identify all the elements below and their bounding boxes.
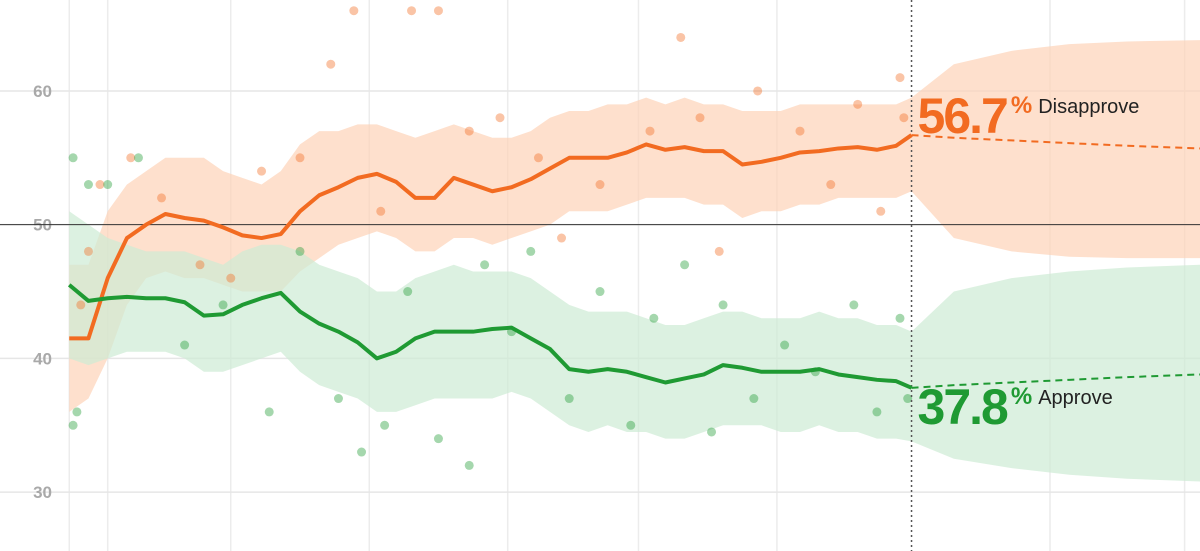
poll-dot — [795, 126, 805, 136]
current-value: 37.8 — [918, 379, 1009, 435]
poll-dot — [218, 300, 228, 310]
poll-dot — [495, 113, 505, 123]
poll-dot — [718, 300, 728, 310]
poll-dot — [749, 394, 759, 404]
poll-dot — [403, 287, 413, 297]
confidence-band — [69, 97, 912, 412]
poll-dot — [480, 260, 490, 270]
current-value: 56.7 — [918, 88, 1008, 144]
poll-dot — [380, 420, 390, 430]
poll-dot — [180, 340, 190, 350]
poll-dot — [407, 6, 417, 16]
poll-dot — [626, 420, 636, 430]
poll-dot — [264, 407, 274, 417]
poll-dot — [899, 113, 909, 123]
poll-dot — [714, 246, 724, 256]
poll-dot — [895, 313, 905, 323]
y-tick-label: 60 — [33, 82, 52, 101]
poll-dot — [872, 407, 882, 417]
trend-line — [69, 133, 913, 341]
confidence-band — [69, 211, 912, 442]
poll-dot — [780, 340, 790, 350]
poll-dot — [876, 206, 886, 216]
poll-dot — [676, 32, 686, 42]
poll-dot — [595, 180, 605, 190]
poll-dot — [68, 153, 78, 163]
poll-dot — [126, 153, 136, 163]
poll-dot — [83, 180, 93, 190]
poll-dot — [295, 153, 305, 163]
y-tick-label: 40 — [33, 349, 52, 368]
poll-dot — [557, 233, 567, 243]
poll-dot — [895, 73, 905, 83]
poll-dot — [595, 287, 605, 297]
poll-dot — [680, 260, 690, 270]
poll-dot — [226, 273, 236, 283]
poll-dot — [333, 394, 343, 404]
y-tick-label: 30 — [33, 483, 52, 502]
poll-dot — [903, 394, 913, 404]
poll-dot — [76, 300, 86, 310]
poll-dot — [133, 153, 143, 163]
poll-dot — [83, 246, 93, 256]
poll-dot — [849, 300, 859, 310]
poll-dot — [564, 394, 574, 404]
poll-dot — [707, 427, 717, 437]
poll-dot — [295, 246, 305, 256]
poll-dot — [195, 260, 205, 270]
poll-dot — [349, 6, 359, 16]
poll-dot — [257, 166, 267, 176]
poll-dot — [649, 313, 659, 323]
poll-dot — [853, 99, 863, 109]
unit-label: % — [1011, 92, 1032, 119]
poll-dot — [103, 180, 113, 190]
poll-dot — [695, 113, 705, 123]
poll-dot — [433, 434, 443, 444]
series-name: Disapprove — [1038, 96, 1139, 118]
poll-dot — [157, 193, 167, 203]
unit-label: % — [1011, 383, 1032, 410]
poll-dot — [526, 246, 536, 256]
poll-dot — [357, 447, 367, 457]
forecast-band — [911, 40, 1200, 259]
forecast-band — [911, 264, 1200, 482]
poll-dot — [95, 180, 105, 190]
poll-dot — [464, 126, 474, 136]
poll-dot — [645, 126, 655, 136]
poll-dot — [533, 153, 543, 163]
poll-dot — [72, 407, 82, 417]
poll-dot — [433, 6, 443, 16]
poll-dot — [826, 180, 836, 190]
poll-dot — [326, 59, 336, 69]
trend-line — [67, 283, 913, 390]
poll-dot — [753, 86, 763, 96]
poll-dot — [376, 206, 386, 216]
poll-dot — [68, 420, 78, 430]
series-name: Approve — [1038, 387, 1113, 409]
poll-dot — [464, 460, 474, 470]
